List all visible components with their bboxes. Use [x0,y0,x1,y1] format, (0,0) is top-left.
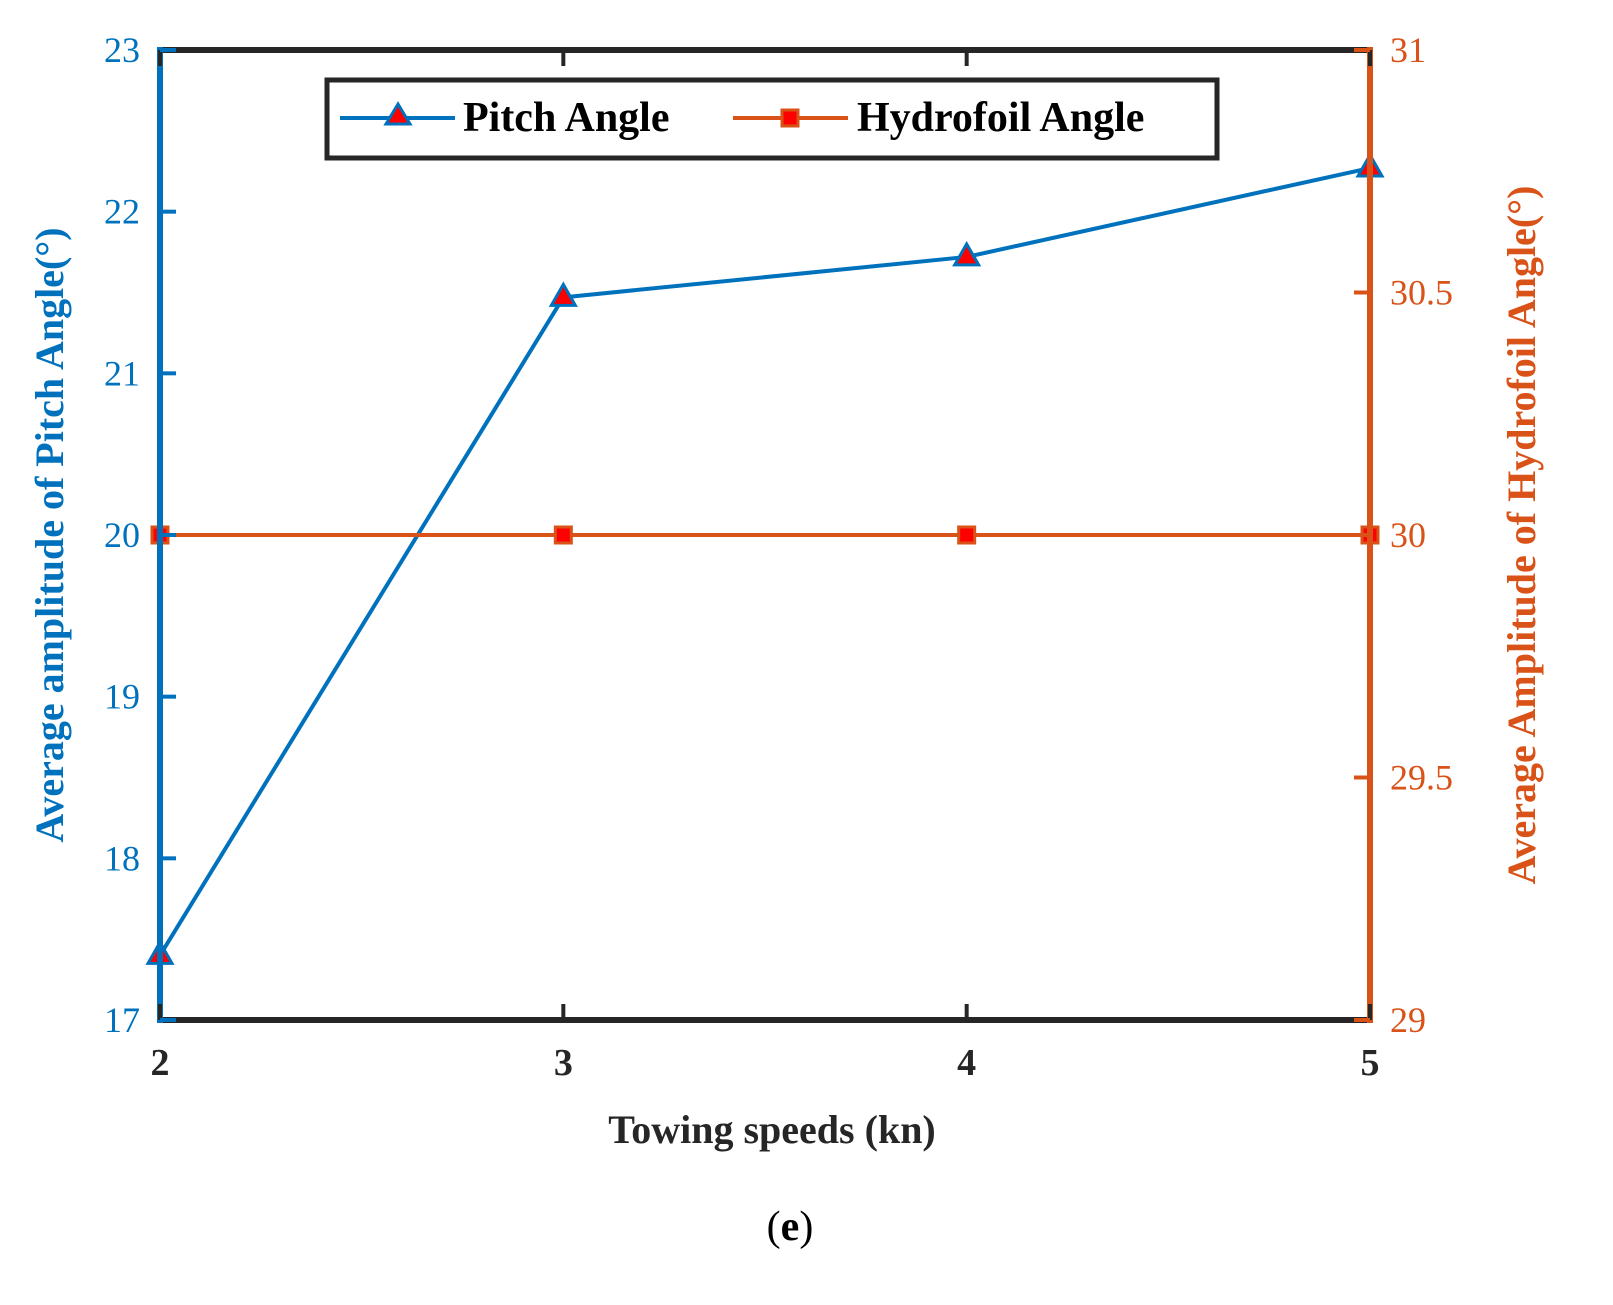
left-y-tick-label: 17 [104,1000,140,1040]
right-y-tick-label: 29 [1390,1000,1426,1040]
left-y-tick-label: 21 [104,353,140,393]
pitch-angle-point [952,240,982,267]
right-y-tick-label: 30 [1390,515,1426,555]
hydrofoil-angle-point [957,525,977,545]
series-layer [145,151,1385,965]
x-tick-label: 2 [151,1042,170,1084]
right-y-tick-label: 29.5 [1390,758,1453,798]
x-tick-label: 3 [554,1042,573,1084]
x-axis-title: Towing speeds (kn) [608,1107,936,1152]
right-axis-title: Average Amplitude of Hydrofoil Angle(°) [1499,186,1544,885]
caption-letter: e [781,1204,800,1250]
left-y-tick-label: 23 [104,30,140,70]
figure-caption: (e) [767,1204,814,1250]
left-y-tick-label: 19 [104,677,140,717]
pitch-angle-point [548,281,578,307]
caption-close-paren: ) [799,1204,813,1250]
legend-hydrofoil-label: Hydrofoil Angle [857,95,1144,141]
legend: Pitch Angle Hydrofoil Angle [324,77,1220,161]
x-tick-label: 5 [1361,1042,1380,1084]
legend-hydrofoil-marker [780,108,800,128]
left-y-tick-label: 20 [104,515,140,555]
hydrofoil-angle-point [553,525,573,545]
legend-pitch-marker [383,101,413,126]
x-tick-label: 4 [957,1042,976,1084]
right-y-tick-label: 30.5 [1390,273,1453,313]
right-y-tick-label: 31 [1390,30,1426,70]
left-y-tick-label: 22 [104,192,140,232]
left-y-tick-label: 18 [104,838,140,878]
caption-open-paren: ( [767,1204,781,1250]
legend-pitch-label: Pitch Angle [463,95,670,141]
left-axis-title: Average amplitude of Pitch Angle(°) [27,227,72,842]
pitch-angle-line [158,166,1371,957]
